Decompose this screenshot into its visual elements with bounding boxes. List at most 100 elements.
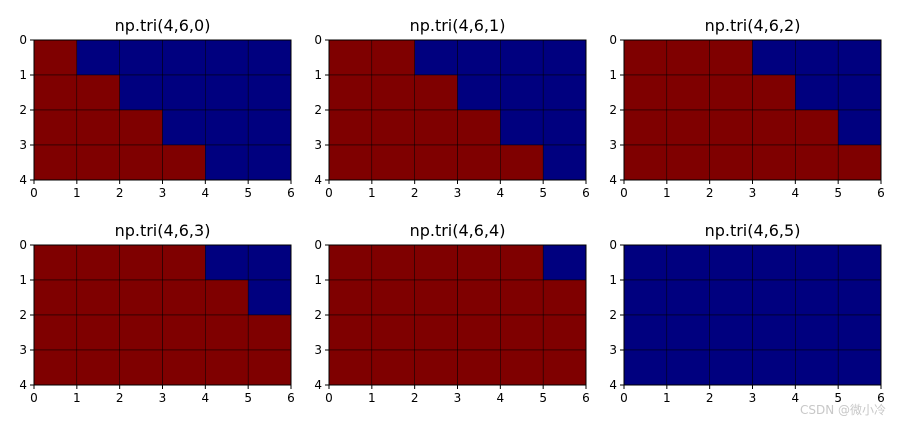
heatmap-cell	[837, 109, 882, 146]
heatmap-cell	[162, 349, 206, 386]
subplot-title: np.tri(4,6,2)	[705, 16, 801, 35]
x-tick-label: 2	[411, 186, 419, 200]
y-tick-label: 3	[314, 138, 322, 152]
heatmap-cell	[457, 349, 501, 386]
heatmap-cell	[709, 74, 753, 111]
heatmap-cell	[205, 144, 249, 181]
heatmap-cell	[162, 279, 206, 316]
x-tick-label: 3	[749, 391, 757, 405]
y-tick-label: 2	[609, 308, 617, 322]
subplot-2: np.tri(4,6,2) 0 1 2 3 4 5 6 0 1 2 3 4	[609, 16, 884, 200]
heatmap-cell	[205, 349, 249, 386]
heatmap-cell	[837, 314, 882, 351]
heatmap-cell	[752, 74, 796, 111]
heatmap-cell	[457, 144, 501, 181]
heatmap-cell	[837, 279, 882, 316]
heatmap-cell	[542, 279, 587, 316]
heatmap-cell	[205, 244, 249, 281]
heatmap-cell	[76, 39, 120, 76]
y-tick-label: 1	[609, 273, 617, 287]
x-tick-label: 6	[582, 186, 590, 200]
heatmap-cell	[119, 39, 163, 76]
heatmap-cell	[709, 39, 753, 76]
heatmap-cell	[371, 144, 415, 181]
heatmap-cell	[666, 109, 710, 146]
y-tick-label: 0	[19, 238, 27, 252]
heatmap-cell	[119, 244, 163, 281]
heatmap-cell	[414, 279, 458, 316]
x-tick-label: 0	[620, 186, 628, 200]
heatmap-cell	[666, 244, 710, 281]
heatmap-cell	[371, 109, 415, 146]
heatmap-cell	[76, 144, 120, 181]
heatmap-cell	[414, 39, 458, 76]
y-tick-label: 0	[314, 33, 322, 47]
heatmap-cell	[119, 144, 163, 181]
heatmap-cell	[795, 144, 839, 181]
x-tick-label: 1	[73, 186, 81, 200]
heatmap-cell	[247, 244, 292, 281]
watermark: CSDN @微小冷	[799, 403, 886, 417]
x-tick-label: 3	[159, 186, 167, 200]
heatmap-cell	[666, 279, 710, 316]
x-tick-label: 2	[411, 391, 419, 405]
heatmap-cell	[414, 349, 458, 386]
heatmap-cell	[162, 109, 206, 146]
heatmap-cell	[33, 349, 78, 386]
y-tick-label: 1	[19, 273, 27, 287]
heatmap-cell	[33, 244, 78, 281]
heatmap-cell	[33, 109, 78, 146]
heatmap-cell	[119, 74, 163, 111]
heatmap-cell	[795, 109, 839, 146]
heatmap-cell	[623, 244, 668, 281]
x-tick-label: 5	[539, 186, 547, 200]
heatmap-cell	[247, 39, 292, 76]
x-tick-label: 0	[620, 391, 628, 405]
y-tick-label: 3	[314, 343, 322, 357]
heatmap-cell	[837, 74, 882, 111]
heatmap-cell	[33, 39, 78, 76]
y-tick-label: 3	[19, 343, 27, 357]
heatmap-cell	[623, 349, 668, 386]
x-tick-label: 1	[368, 391, 376, 405]
heatmap-cell	[709, 279, 753, 316]
heatmap-cell	[457, 74, 501, 111]
heatmap-cell	[709, 349, 753, 386]
y-tick-label: 3	[609, 343, 617, 357]
heatmap-cell	[752, 314, 796, 351]
heatmap-cell	[205, 39, 249, 76]
heatmap-cell	[371, 314, 415, 351]
subplot-title: np.tri(4,6,4)	[410, 221, 506, 240]
heatmap-cell	[752, 279, 796, 316]
heatmap-cell	[162, 39, 206, 76]
y-tick-label: 0	[609, 238, 617, 252]
heatmap-cell	[457, 109, 501, 146]
heatmap-cell	[247, 109, 292, 146]
y-tick-label: 4	[609, 173, 617, 187]
x-tick-label: 5	[244, 186, 252, 200]
heatmap-cell	[709, 109, 753, 146]
heatmap-cell	[371, 349, 415, 386]
x-tick-label: 3	[749, 186, 757, 200]
x-tick-label: 0	[325, 391, 333, 405]
heatmap-cell	[371, 39, 415, 76]
heatmap-cell	[837, 39, 882, 76]
x-tick-label: 6	[582, 391, 590, 405]
heatmap-cell	[457, 244, 501, 281]
heatmap-cell	[623, 39, 668, 76]
heatmap-cell	[795, 74, 839, 111]
x-tick-label: 4	[792, 186, 800, 200]
heatmap-cell	[414, 74, 458, 111]
heatmap-cell	[542, 109, 587, 146]
heatmap-cell	[500, 109, 544, 146]
heatmap-cell	[76, 279, 120, 316]
x-tick-label: 0	[30, 186, 38, 200]
heatmap-cell	[623, 109, 668, 146]
subplot-1: np.tri(4,6,1) 0 1 2 3 4 5 6 0 1 2 3 4	[314, 16, 589, 200]
x-tick-label: 3	[454, 186, 462, 200]
x-tick-label: 2	[706, 186, 714, 200]
heatmap-cell	[162, 244, 206, 281]
y-tick-label: 2	[19, 103, 27, 117]
subplot-5: np.tri(4,6,5) 0 1 2 3 4 5 6 0 1 2 3 4	[609, 221, 884, 405]
